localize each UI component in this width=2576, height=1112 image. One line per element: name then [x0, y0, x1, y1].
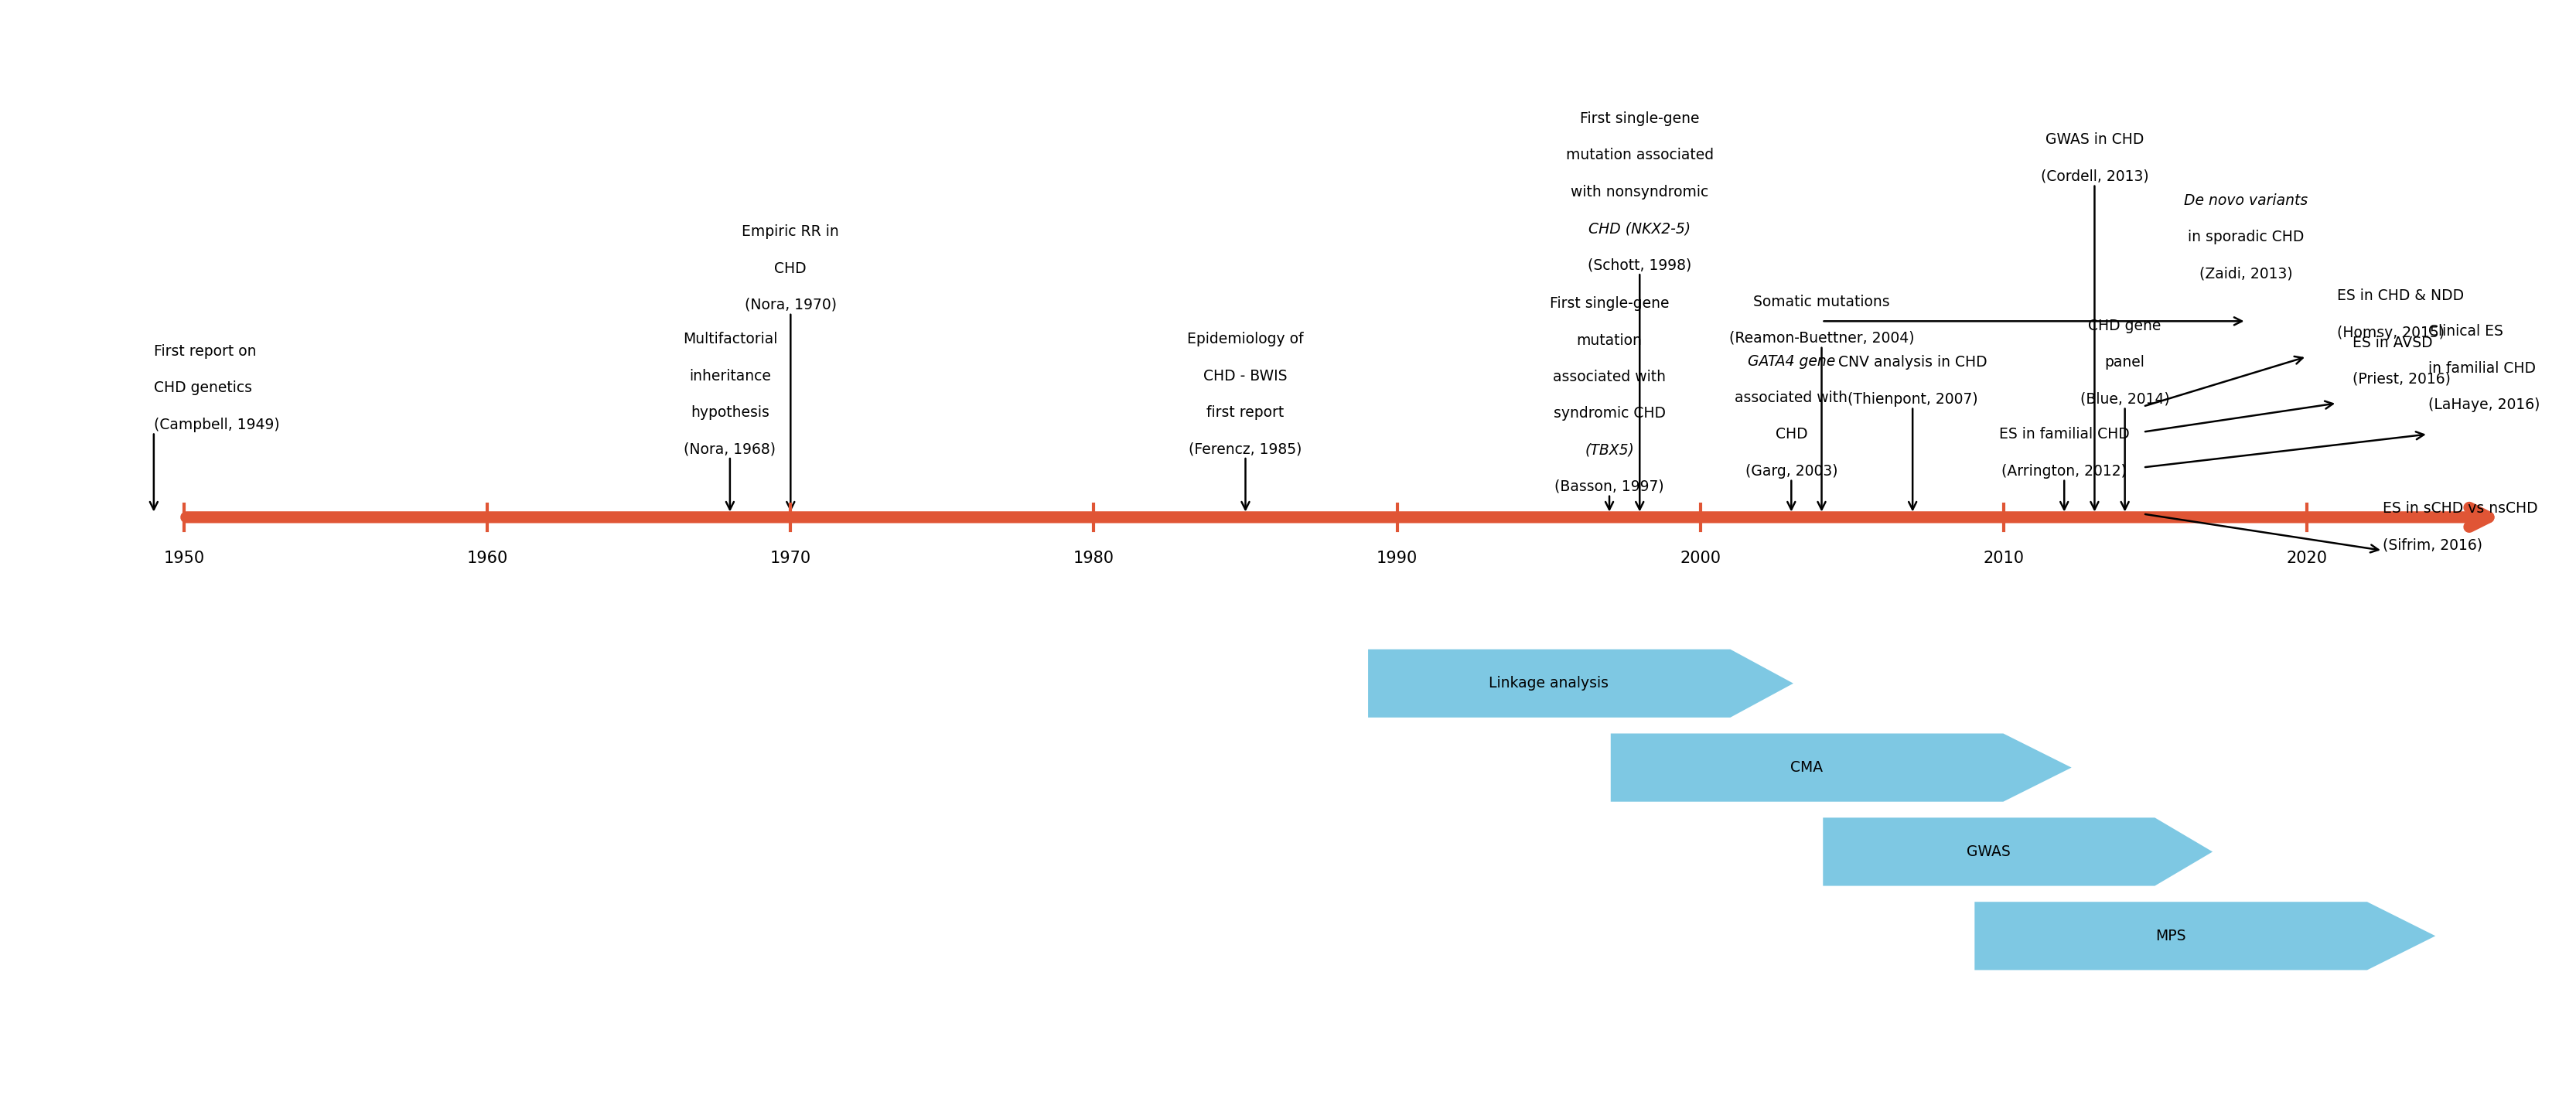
Text: (Nora, 1970): (Nora, 1970) — [744, 298, 837, 312]
Text: inheritance: inheritance — [688, 368, 770, 384]
Text: 1950: 1950 — [162, 550, 204, 566]
Text: Epidemiology of: Epidemiology of — [1188, 332, 1303, 347]
Polygon shape — [1821, 816, 2215, 887]
Text: CNV analysis in CHD: CNV analysis in CHD — [1839, 355, 1986, 370]
Text: First single-gene: First single-gene — [1579, 111, 1700, 126]
Text: (Ferencz, 1985): (Ferencz, 1985) — [1190, 441, 1301, 456]
Text: MPS: MPS — [2156, 929, 2184, 943]
Text: ES in familial CHD: ES in familial CHD — [1999, 427, 2130, 441]
Text: CHD: CHD — [1775, 427, 1808, 441]
Text: CMA: CMA — [1790, 761, 1824, 775]
Text: First report on: First report on — [155, 344, 255, 359]
Text: Multifactorial: Multifactorial — [683, 332, 778, 347]
Polygon shape — [1368, 648, 1795, 718]
Text: (Blue, 2014): (Blue, 2014) — [2079, 391, 2169, 407]
Text: Empiric RR in: Empiric RR in — [742, 225, 840, 239]
Text: with nonsyndromic: with nonsyndromic — [1571, 185, 1708, 199]
Text: (Thienpont, 2007): (Thienpont, 2007) — [1847, 391, 1978, 407]
Polygon shape — [1973, 901, 2439, 972]
Text: CHD genetics: CHD genetics — [155, 380, 252, 396]
Text: First single-gene: First single-gene — [1551, 297, 1669, 311]
Text: (Priest, 2016): (Priest, 2016) — [2352, 371, 2450, 387]
Text: ES in CHD & NDD: ES in CHD & NDD — [2336, 289, 2465, 304]
Text: associated with: associated with — [1553, 369, 1667, 385]
Text: (Zaidi, 2013): (Zaidi, 2013) — [2200, 267, 2293, 281]
Text: CHD - BWIS: CHD - BWIS — [1203, 368, 1288, 384]
Text: mutation: mutation — [1577, 334, 1641, 348]
Text: panel: panel — [2105, 355, 2146, 370]
Text: ES in AVSD: ES in AVSD — [2352, 336, 2432, 350]
Text: ES in sCHD vs nsCHD: ES in sCHD vs nsCHD — [2383, 502, 2537, 516]
Text: (Homsy, 2015): (Homsy, 2015) — [2336, 326, 2445, 340]
Text: 2020: 2020 — [2287, 550, 2326, 566]
Text: (Basson, 1997): (Basson, 1997) — [1553, 479, 1664, 494]
Text: 1970: 1970 — [770, 550, 811, 566]
Text: 1980: 1980 — [1074, 550, 1115, 566]
Text: (Sifrim, 2016): (Sifrim, 2016) — [2383, 538, 2483, 553]
Text: Linkage analysis: Linkage analysis — [1489, 676, 1607, 691]
Text: 2000: 2000 — [1680, 550, 1721, 566]
Text: (LaHaye, 2016): (LaHaye, 2016) — [2429, 397, 2540, 413]
Text: Clinical ES: Clinical ES — [2429, 325, 2504, 339]
Text: (Schott, 1998): (Schott, 1998) — [1587, 258, 1692, 272]
Text: 1960: 1960 — [466, 550, 507, 566]
Text: first report: first report — [1206, 405, 1285, 419]
Text: in familial CHD: in familial CHD — [2429, 360, 2535, 376]
Text: 1990: 1990 — [1376, 550, 1417, 566]
Text: (Campbell, 1949): (Campbell, 1949) — [155, 417, 281, 431]
Text: associated with: associated with — [1734, 390, 1847, 406]
Text: CHD gene: CHD gene — [2089, 319, 2161, 334]
Text: (Reamon-Buettner, 2004): (Reamon-Buettner, 2004) — [1728, 331, 1914, 346]
Text: mutation associated: mutation associated — [1566, 148, 1713, 162]
Text: CHD (NKX2-5): CHD (NKX2-5) — [1589, 221, 1690, 236]
Text: syndromic CHD: syndromic CHD — [1553, 406, 1667, 420]
Text: CHD: CHD — [775, 261, 806, 276]
Text: 2010: 2010 — [1984, 550, 2025, 566]
Text: in sporadic CHD: in sporadic CHD — [2187, 230, 2306, 245]
Text: GATA4 gene: GATA4 gene — [1747, 354, 1834, 369]
Text: (Garg, 2003): (Garg, 2003) — [1744, 464, 1837, 478]
Text: Somatic mutations: Somatic mutations — [1754, 295, 1891, 309]
Text: (Nora, 1968): (Nora, 1968) — [683, 441, 775, 456]
Text: (TBX5): (TBX5) — [1584, 443, 1633, 457]
Text: De novo variants: De novo variants — [2184, 193, 2308, 208]
Text: hypothesis: hypothesis — [690, 405, 770, 419]
Text: GWAS in CHD: GWAS in CHD — [2045, 132, 2143, 147]
Text: GWAS: GWAS — [1965, 844, 2009, 860]
Text: (Arrington, 2012): (Arrington, 2012) — [2002, 464, 2128, 478]
Polygon shape — [1610, 732, 2074, 803]
Text: (Cordell, 2013): (Cordell, 2013) — [2040, 169, 2148, 183]
